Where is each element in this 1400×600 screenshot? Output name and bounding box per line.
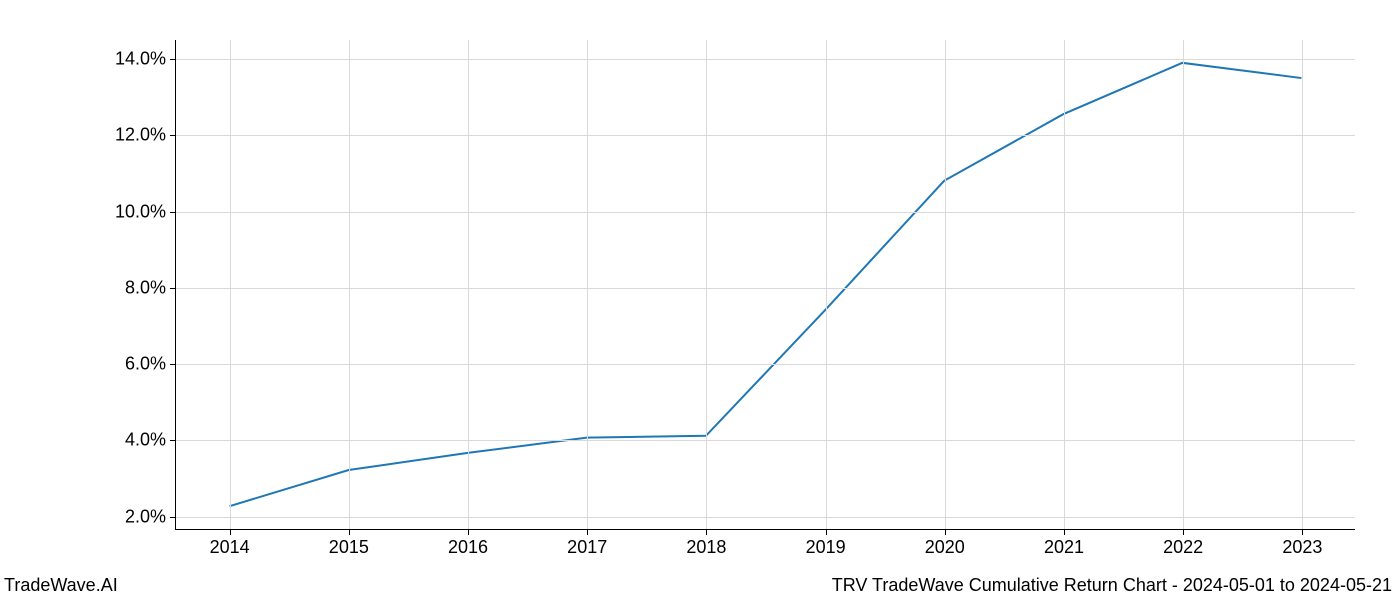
x-tick-label: 2022	[1163, 537, 1203, 558]
x-tick-mark	[706, 529, 707, 535]
grid-line-horizontal	[176, 517, 1355, 518]
x-tick-mark	[587, 529, 588, 535]
x-tick-label: 2014	[210, 537, 250, 558]
y-tick-label: 4.0%	[125, 430, 166, 451]
line-chart-svg	[176, 40, 1355, 529]
y-tick-label: 10.0%	[115, 201, 166, 222]
x-tick-mark	[1064, 529, 1065, 535]
y-tick-label: 8.0%	[125, 277, 166, 298]
grid-line-horizontal	[176, 135, 1355, 136]
x-tick-label: 2020	[925, 537, 965, 558]
y-tick-label: 6.0%	[125, 354, 166, 375]
x-tick-label: 2018	[686, 537, 726, 558]
x-tick-mark	[826, 529, 827, 535]
x-tick-label: 2016	[448, 537, 488, 558]
grid-line-horizontal	[176, 212, 1355, 213]
y-tick-mark	[170, 364, 176, 365]
y-tick-mark	[170, 135, 176, 136]
grid-line-horizontal	[176, 59, 1355, 60]
y-tick-mark	[170, 212, 176, 213]
footer-caption: TRV TradeWave Cumulative Return Chart - …	[832, 575, 1392, 596]
y-tick-mark	[170, 288, 176, 289]
y-tick-label: 2.0%	[125, 506, 166, 527]
y-tick-mark	[170, 440, 176, 441]
grid-line-vertical	[468, 40, 469, 529]
x-tick-mark	[468, 529, 469, 535]
x-tick-mark	[1302, 529, 1303, 535]
grid-line-vertical	[587, 40, 588, 529]
grid-line-vertical	[706, 40, 707, 529]
grid-line-vertical	[1302, 40, 1303, 529]
grid-line-horizontal	[176, 364, 1355, 365]
grid-line-vertical	[1183, 40, 1184, 529]
x-tick-label: 2023	[1282, 537, 1322, 558]
chart-container: 2014201520162017201820192020202120222023…	[175, 40, 1355, 530]
grid-line-vertical	[349, 40, 350, 529]
grid-line-horizontal	[176, 440, 1355, 441]
x-tick-mark	[230, 529, 231, 535]
footer-brand: TradeWave.AI	[4, 575, 118, 596]
grid-line-vertical	[826, 40, 827, 529]
x-tick-label: 2015	[329, 537, 369, 558]
plot-area: 2014201520162017201820192020202120222023…	[175, 40, 1355, 530]
grid-line-vertical	[1064, 40, 1065, 529]
x-tick-mark	[1183, 529, 1184, 535]
x-tick-mark	[945, 529, 946, 535]
x-tick-label: 2017	[567, 537, 607, 558]
grid-line-vertical	[945, 40, 946, 529]
y-tick-mark	[170, 517, 176, 518]
x-tick-label: 2019	[806, 537, 846, 558]
x-tick-label: 2021	[1044, 537, 1084, 558]
y-tick-label: 14.0%	[115, 49, 166, 70]
grid-line-horizontal	[176, 288, 1355, 289]
y-tick-mark	[170, 59, 176, 60]
y-tick-label: 12.0%	[115, 125, 166, 146]
x-tick-mark	[349, 529, 350, 535]
grid-line-vertical	[230, 40, 231, 529]
